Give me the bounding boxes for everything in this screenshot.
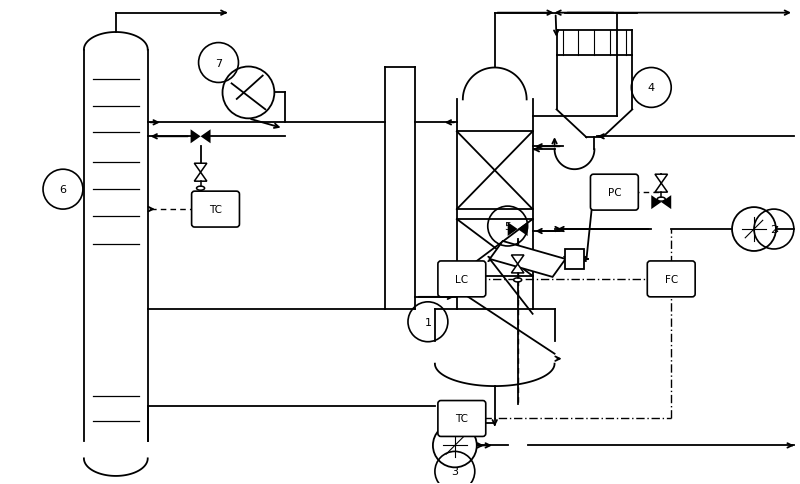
Ellipse shape — [658, 197, 666, 202]
Bar — [565, 249, 585, 270]
Circle shape — [222, 67, 274, 119]
Polygon shape — [511, 264, 524, 273]
Text: 6: 6 — [59, 185, 66, 195]
Polygon shape — [655, 184, 667, 193]
Text: FC: FC — [665, 274, 678, 284]
Text: 7: 7 — [215, 59, 222, 68]
Polygon shape — [662, 196, 671, 210]
Ellipse shape — [197, 187, 205, 191]
Text: LC: LC — [455, 274, 468, 284]
Polygon shape — [190, 130, 201, 144]
Text: PC: PC — [607, 188, 621, 198]
Text: 4: 4 — [648, 83, 655, 93]
Polygon shape — [518, 223, 528, 237]
Text: TC: TC — [455, 414, 468, 424]
Circle shape — [433, 424, 477, 468]
Text: 2: 2 — [770, 225, 778, 235]
Ellipse shape — [514, 278, 522, 282]
FancyBboxPatch shape — [438, 261, 486, 297]
Polygon shape — [511, 256, 524, 264]
FancyBboxPatch shape — [647, 261, 695, 297]
Polygon shape — [194, 173, 207, 182]
Text: 1: 1 — [425, 317, 431, 327]
Polygon shape — [194, 164, 207, 173]
FancyBboxPatch shape — [191, 192, 239, 227]
Polygon shape — [655, 175, 667, 184]
Polygon shape — [201, 130, 210, 144]
Text: 5: 5 — [504, 222, 511, 231]
Polygon shape — [490, 242, 566, 277]
FancyBboxPatch shape — [590, 175, 638, 211]
Text: TC: TC — [209, 205, 222, 214]
Polygon shape — [651, 196, 662, 210]
Text: 3: 3 — [451, 467, 458, 476]
FancyBboxPatch shape — [438, 401, 486, 437]
Polygon shape — [508, 223, 518, 237]
Circle shape — [732, 208, 776, 252]
